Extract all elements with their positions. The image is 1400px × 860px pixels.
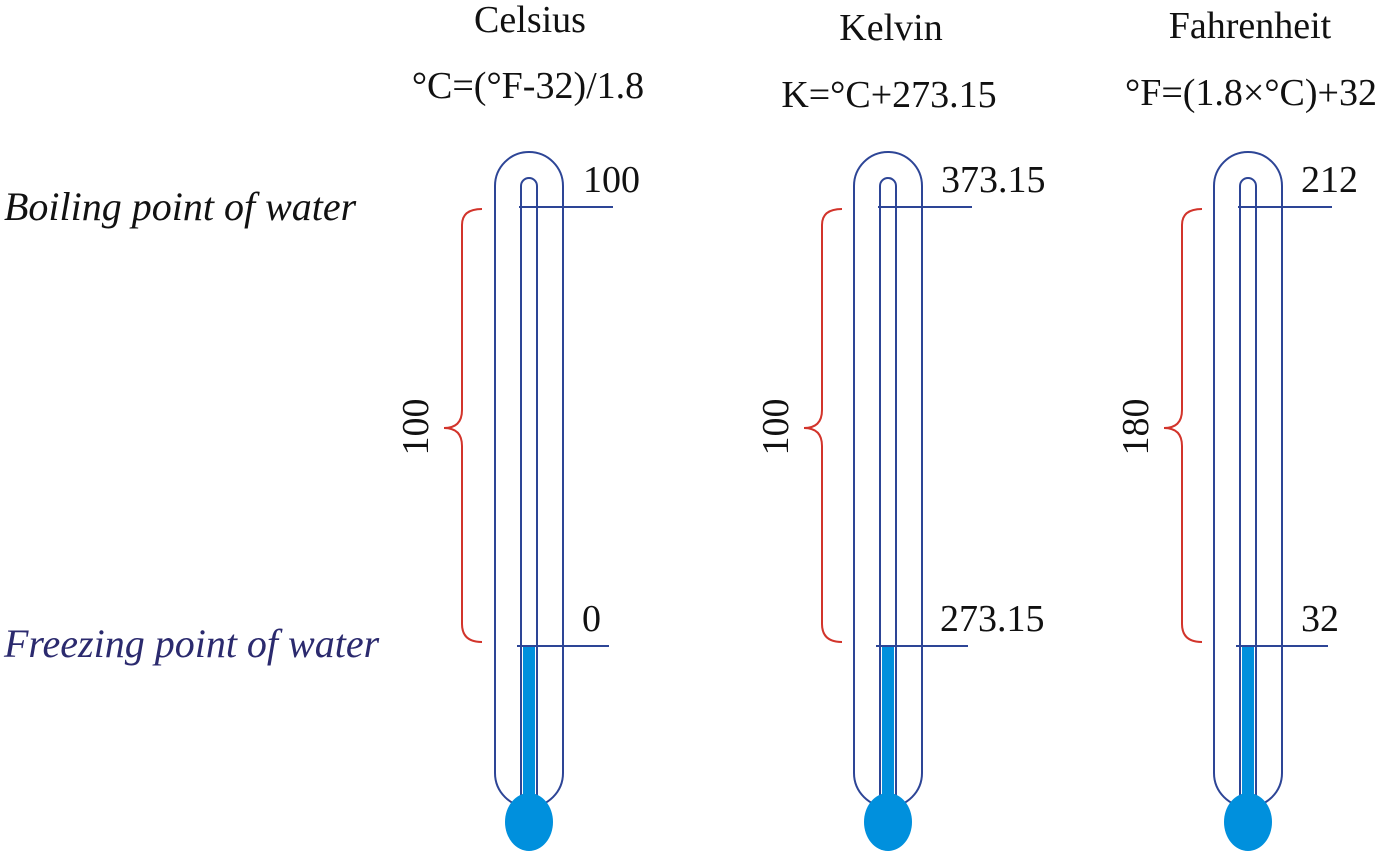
freezing-value-kelvin: 273.15 — [940, 598, 1045, 640]
mercury-column — [1242, 646, 1254, 818]
freezing-value-fahrenheit: 32 — [1301, 598, 1339, 640]
range-value-kelvin: 100 — [755, 399, 797, 456]
boiling-point-label: Boiling point of water — [4, 184, 357, 229]
boiling-value-kelvin: 373.15 — [941, 159, 1046, 201]
range-bracket — [443, 208, 483, 643]
thermometer-bulb — [1224, 793, 1272, 851]
scale-formula-kelvin: K=°C+273.15 — [781, 74, 996, 116]
boiling-value-celsius: 100 — [583, 159, 640, 201]
freezing-point-label: Freezing point of water — [3, 621, 380, 666]
scale-name-celsius: Celsius — [474, 0, 586, 41]
scale-name-kelvin: Kelvin — [839, 7, 942, 49]
thermometer-kelvin: Kelvin K=°C+273.15 373.15 273.15 100 — [755, 7, 1046, 851]
thermometer-bulb — [864, 793, 912, 851]
scale-formula-fahrenheit: °F=(1.8×°C)+32 — [1125, 72, 1377, 114]
mercury-column — [882, 646, 894, 818]
range-bracket — [803, 208, 843, 643]
scale-formula-celsius: °C=(°F-32)/1.8 — [412, 65, 644, 107]
mercury-column — [523, 646, 535, 818]
range-value-fahrenheit: 180 — [1115, 399, 1157, 456]
thermometer-fahrenheit: Fahrenheit °F=(1.8×°C)+32 212 32 180 — [1115, 5, 1377, 851]
boiling-value-fahrenheit: 212 — [1301, 159, 1358, 201]
thermometer-celsius: Celsius °C=(°F-32)/1.8 100 0 100 — [395, 0, 644, 851]
thermometer-bulb — [505, 793, 553, 851]
range-value-celsius: 100 — [395, 399, 437, 456]
scale-name-fahrenheit: Fahrenheit — [1169, 5, 1332, 47]
range-bracket — [1163, 208, 1203, 643]
freezing-value-celsius: 0 — [582, 598, 601, 640]
